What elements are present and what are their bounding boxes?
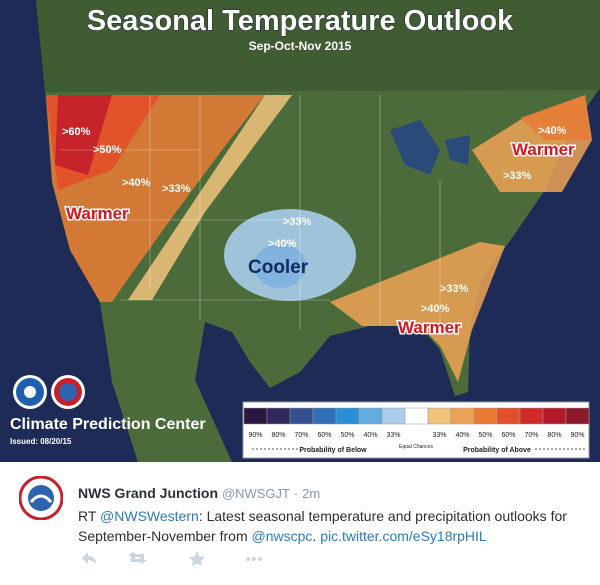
legend-label: 80% — [271, 432, 285, 439]
legend-swatch — [496, 407, 521, 425]
map-subtitle: Sep-Oct-Nov 2015 — [249, 39, 352, 53]
zone-ne-40 — [520, 95, 590, 140]
legend-title: Probability of Above — [463, 447, 531, 454]
legend-swatch — [404, 407, 429, 425]
body: : Latest seasonal temperature and precip… — [78, 508, 567, 544]
zone-label: >60% — [62, 126, 91, 138]
outlook-label: Warmer — [512, 140, 575, 159]
tweet-text: RT @NWSWestern: Latest seasonal temperat… — [78, 506, 588, 546]
legend-swatch — [427, 407, 452, 425]
outlook-label: Warmer — [398, 318, 461, 337]
legend-label: 70% — [524, 432, 538, 439]
retweet-icon[interactable] — [128, 552, 147, 564]
zone-label: >40% — [268, 238, 297, 250]
favorite-icon[interactable] — [189, 551, 205, 566]
legend-label: 50% — [478, 432, 492, 439]
legend-label: 40% — [363, 432, 377, 439]
outlook-label: Warmer — [66, 204, 129, 223]
punct: . — [312, 528, 317, 544]
separator: · — [293, 486, 299, 501]
zone-se — [330, 242, 505, 382]
zone-label: >33% — [440, 283, 469, 295]
legend-label: 90% — [248, 432, 262, 439]
legend-swatch — [519, 407, 544, 425]
media-link[interactable]: pic.twitter.com/eSy18rpHIL — [320, 528, 487, 544]
legend-label: 60% — [317, 432, 331, 439]
legend-swatch — [266, 407, 291, 425]
outlook-label: Cooler — [248, 257, 309, 278]
legend-label: 40% — [455, 432, 469, 439]
zone-label: >33% — [283, 216, 312, 228]
avatar[interactable] — [19, 476, 63, 520]
legend-swatch — [335, 407, 360, 425]
center-name: Climate Prediction Center — [10, 416, 206, 433]
outlook-map: Seasonal Temperature Outlook Sep-Oct-Nov… — [0, 0, 600, 462]
legend-label: 33% — [386, 432, 400, 439]
zone-cool-40 — [254, 244, 306, 288]
timestamp[interactable]: 2m — [302, 486, 321, 501]
handle[interactable]: @NWSGJT — [221, 486, 290, 501]
display-name[interactable]: NWS Grand Junction — [78, 485, 218, 501]
legend-label: 60% — [501, 432, 515, 439]
mention[interactable]: @nwscpc — [251, 528, 313, 544]
legend-label: 33% — [432, 432, 446, 439]
zone-label: >33% — [503, 170, 532, 182]
zone-60 — [55, 95, 112, 175]
legend-label: 70% — [294, 432, 308, 439]
legend-swatch — [542, 407, 567, 425]
tweet: NWS Grand Junction @NWSGJT · 2m RT @NWSW… — [0, 462, 600, 585]
great-lakes — [390, 120, 470, 175]
state-lines — [60, 95, 441, 330]
zone-label: >40% — [538, 125, 567, 137]
more-icon[interactable] — [246, 557, 262, 561]
legend-swatch — [450, 407, 475, 425]
canada — [0, 0, 600, 92]
legend-swatch — [289, 407, 314, 425]
legend-swatch — [565, 407, 590, 425]
zone-33 — [128, 95, 292, 300]
agency-logos — [13, 375, 85, 409]
legend-label: 80% — [547, 432, 561, 439]
rt: RT — [78, 508, 97, 524]
legend: 90% 80% 70% 60% 50% 40% 33% 33% 40% 50% 60% 70% 80% 9… — [242, 401, 590, 459]
zone-label: >40% — [421, 303, 450, 315]
legend-swatch — [243, 407, 268, 425]
issued: Issued: 08/20/15 — [10, 437, 72, 446]
zone-label: >40% — [122, 177, 151, 189]
tweet-header: NWS Grand Junction @NWSGJT · 2m — [78, 485, 320, 501]
tweet-actions — [82, 551, 262, 566]
legend-label: 50% — [340, 432, 354, 439]
mention[interactable]: @NWSWestern — [100, 508, 199, 524]
legend-title: Equal Chances — [399, 444, 433, 450]
legend-swatch — [312, 407, 337, 425]
legend-swatch — [473, 407, 498, 425]
reply-icon[interactable] — [82, 552, 96, 564]
zone-label: >50% — [93, 144, 122, 156]
map-title: Seasonal Temperature Outlook — [87, 5, 514, 37]
legend-label: 90% — [570, 432, 584, 439]
legend-swatch — [358, 407, 383, 425]
legend-swatch — [381, 407, 406, 425]
legend-title: Probability of Below — [299, 447, 367, 454]
zone-label: >33% — [162, 183, 191, 195]
